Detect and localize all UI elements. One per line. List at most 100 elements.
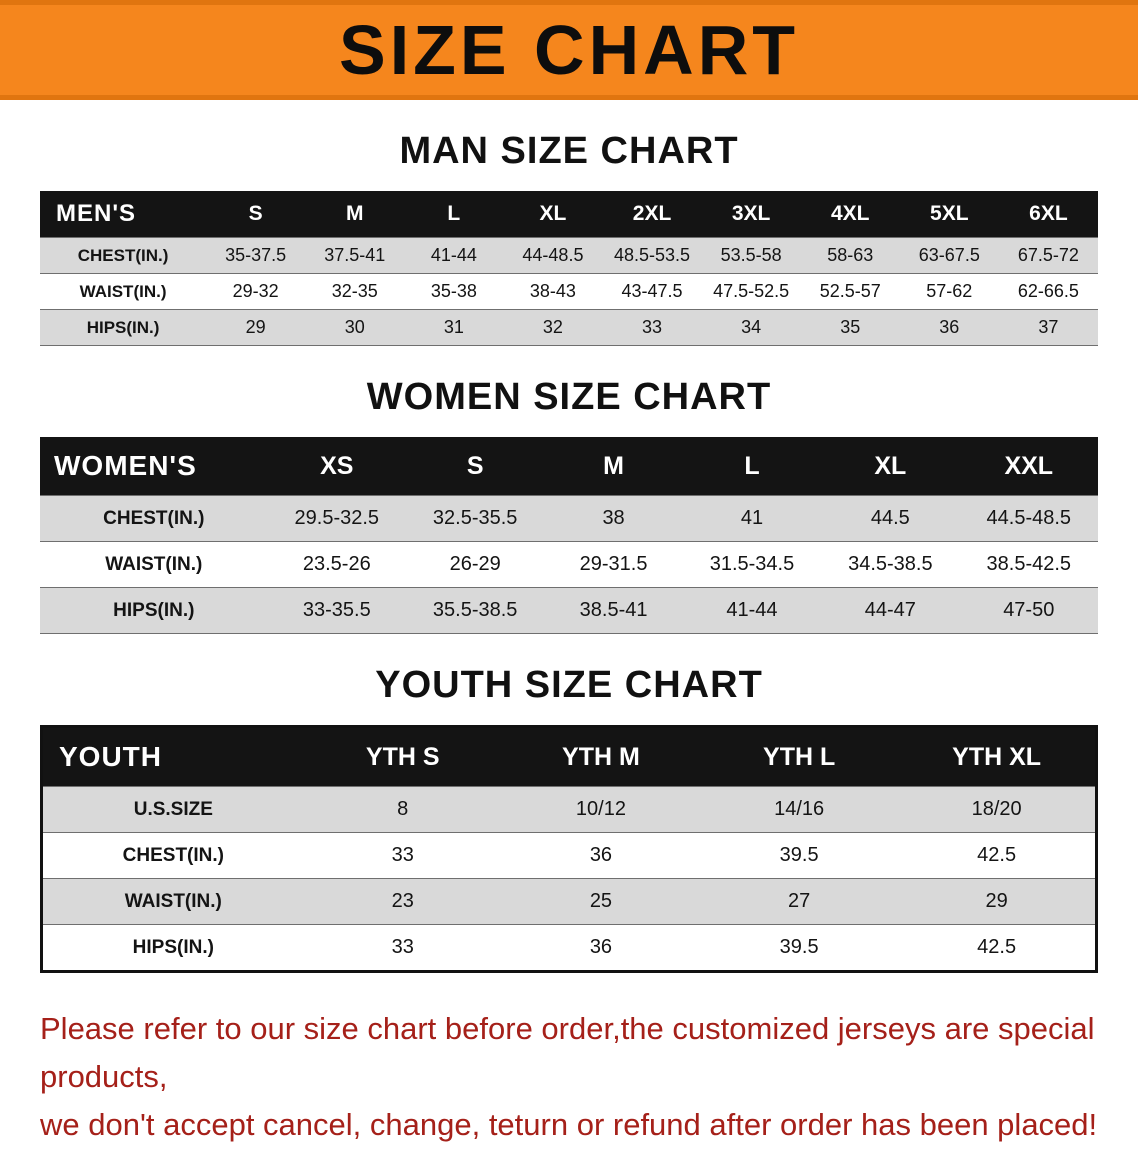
value-cell: 38-43 [503, 273, 603, 310]
value-cell: 33 [303, 832, 502, 879]
value-cell: 26-29 [405, 541, 545, 588]
column-header-cell: M [305, 191, 405, 238]
value-cell: 47-50 [959, 587, 1098, 634]
value-cell: 33-35.5 [267, 587, 406, 634]
value-cell: 36 [899, 309, 999, 346]
value-cell: 39.5 [700, 924, 899, 972]
value-cell: 10/12 [501, 786, 701, 833]
women-section-heading: WOMEN SIZE CHART [366, 376, 772, 418]
value-cell: 25 [501, 878, 701, 925]
column-header-cell: 3XL [701, 191, 801, 238]
row-label-cell: HIPS(IN.) [40, 309, 207, 346]
value-cell: 29-31.5 [544, 541, 683, 588]
value-cell: 39.5 [700, 832, 899, 879]
value-cell: 47.5-52.5 [701, 273, 801, 310]
value-cell: 35-37.5 [206, 237, 306, 274]
value-cell: 32.5-35.5 [405, 495, 545, 542]
value-cell: 29 [206, 309, 306, 346]
column-header-cell: YTH XL [898, 726, 1097, 787]
column-header-cell: XL [821, 437, 960, 496]
value-cell: 36 [501, 832, 701, 879]
footer-note-line2: we don't accept cancel, change, teturn o… [40, 1107, 1098, 1143]
value-cell: 48.5-53.5 [602, 237, 702, 274]
value-cell: 29 [898, 878, 1097, 925]
row-label-cell: CHEST(IN.) [40, 237, 207, 274]
value-cell: 43-47.5 [602, 273, 702, 310]
row-label-cell: WAIST(IN.) [41, 878, 304, 925]
table-row: HIPS(IN.) 33 36 39.5 42.5 [41, 924, 1097, 972]
value-cell: 29.5-32.5 [267, 495, 406, 542]
value-cell: 42.5 [898, 832, 1097, 879]
row-label-cell: WAIST(IN.) [40, 541, 268, 588]
value-cell: 35 [800, 309, 900, 346]
table-row: HIPS(IN.) 29 30 31 32 33 34 35 36 37 [40, 309, 1098, 346]
row-label-cell: WAIST(IN.) [40, 273, 207, 310]
value-cell: 8 [303, 786, 502, 833]
table-header-row: YOUTH YTH S YTH M YTH L YTH XL [41, 726, 1097, 787]
youth-section: YOUTH SIZE CHART YOUTH YTH S YTH M YTH L YTH… [0, 664, 1138, 973]
column-header-cell: 4XL [800, 191, 900, 238]
row-label-cell: CHEST(IN.) [41, 832, 304, 879]
value-cell: 44-48.5 [503, 237, 603, 274]
column-header-cell: XS [267, 437, 406, 496]
footer-note-line1: Please refer to our size chart before or… [40, 1011, 1095, 1095]
column-header-cell: 5XL [899, 191, 999, 238]
value-cell: 30 [305, 309, 405, 346]
women-section: WOMEN SIZE CHART WOMEN'S XS S M L XL XXL CHEST(… [0, 376, 1138, 634]
value-cell: 44.5-48.5 [959, 495, 1098, 542]
column-header-cell: S [405, 437, 545, 496]
table-row: WAIST(IN.) 29-32 32-35 35-38 38-43 43-47.5 47.… [40, 273, 1098, 310]
table-row: CHEST(IN.) 35-37.5 37.5-41 41-44 44-48.5 48.5… [40, 237, 1098, 274]
table-row: U.S.SIZE 8 10/12 14/16 18/20 [41, 786, 1097, 833]
column-header-cell: L [682, 437, 822, 496]
men-size-table: MEN'S S M L XL 2XL 3XL 4XL 5XL 6XL CHEST(IN.) 35-37… [40, 191, 1098, 346]
value-cell: 34.5-38.5 [821, 541, 960, 588]
value-cell: 31.5-34.5 [682, 541, 822, 588]
column-header-cell: XXL [959, 437, 1098, 496]
value-cell: 31 [404, 309, 504, 346]
value-cell: 32 [503, 309, 603, 346]
size-table: WOMEN'S XS S M L XL XXL CHEST(IN.) 29.5-32.5 32.5… [40, 437, 1098, 634]
value-cell: 33 [303, 924, 502, 972]
column-header-cell: 2XL [602, 191, 702, 238]
value-cell: 23 [303, 878, 502, 925]
row-label-cell: HIPS(IN.) [41, 924, 304, 972]
value-cell: 35.5-38.5 [405, 587, 545, 634]
column-header-cell: YTH S [303, 726, 502, 787]
column-header-cell: M [544, 437, 683, 496]
size-table: YOUTH YTH S YTH M YTH L YTH XL U.S.SIZE 8 10/12… [40, 725, 1098, 973]
column-header-cell: 6XL [998, 191, 1098, 238]
value-cell: 38.5-42.5 [959, 541, 1098, 588]
value-cell: 35-38 [404, 273, 504, 310]
value-cell: 34 [701, 309, 801, 346]
table-row: WAIST(IN.) 23.5-26 26-29 29-31.5 31.5-34.5 34… [40, 541, 1098, 588]
table-title-cell: MEN'S [40, 191, 207, 238]
value-cell: 41-44 [404, 237, 504, 274]
value-cell: 32-35 [305, 273, 405, 310]
table-row: HIPS(IN.) 33-35.5 35.5-38.5 38.5-41 41-44 44-… [40, 587, 1098, 634]
size-chart-banner: SIZE CHART [0, 0, 1138, 100]
value-cell: 29-32 [206, 273, 306, 310]
size-table: MEN'S S M L XL 2XL 3XL 4XL 5XL 6XL CHEST(IN.) 35-37… [40, 191, 1098, 346]
column-header-cell: YTH L [700, 726, 899, 787]
row-label-cell: U.S.SIZE [41, 786, 304, 833]
value-cell: 42.5 [898, 924, 1097, 972]
value-cell: 52.5-57 [800, 273, 900, 310]
value-cell: 63-67.5 [899, 237, 999, 274]
row-label-cell: HIPS(IN.) [40, 587, 268, 634]
column-header-cell: S [206, 191, 306, 238]
value-cell: 36 [501, 924, 701, 972]
value-cell: 62-66.5 [998, 273, 1098, 310]
value-cell: 53.5-58 [701, 237, 801, 274]
value-cell: 37.5-41 [305, 237, 405, 274]
column-header-cell: L [404, 191, 504, 238]
value-cell: 27 [700, 878, 899, 925]
women-size-table: WOMEN'S XS S M L XL XXL CHEST(IN.) 29.5-32.5 32.5… [40, 437, 1098, 634]
youth-section-heading: YOUTH SIZE CHART [375, 664, 763, 706]
value-cell: 38.5-41 [544, 587, 683, 634]
row-label-cell: CHEST(IN.) [40, 495, 268, 542]
column-header-cell: XL [503, 191, 603, 238]
table-header-row: WOMEN'S XS S M L XL XXL [40, 437, 1098, 496]
value-cell: 41-44 [682, 587, 822, 634]
value-cell: 44.5 [821, 495, 960, 542]
